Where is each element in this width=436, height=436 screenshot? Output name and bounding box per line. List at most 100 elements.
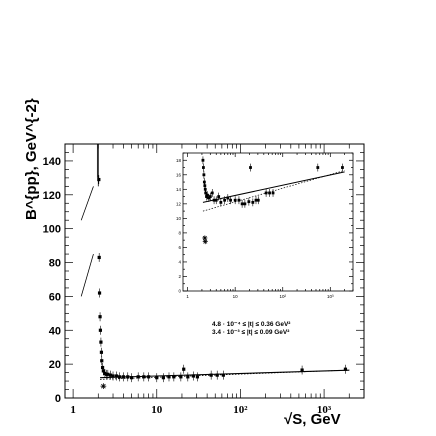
y-axis-title: B^{pp}, GeV^{-2} <box>23 98 40 220</box>
data-point <box>121 375 126 379</box>
y-tick-label: 80 <box>49 258 61 270</box>
y-tick-label: 16 <box>176 172 182 177</box>
y-tick-label: 10 <box>176 216 182 221</box>
legend-entry: 4.8 · 10⁻⁴ ≤ |t| ≤ 0.36 GeV² <box>212 321 291 328</box>
data-point <box>251 200 255 204</box>
x-tick-label: 10 <box>233 294 239 299</box>
data-point <box>195 375 200 379</box>
y-tick-label: 60 <box>49 291 61 303</box>
data-point <box>167 375 171 379</box>
data-point <box>247 200 251 204</box>
data-point <box>161 376 165 380</box>
data-point <box>204 191 208 195</box>
inset-x-axis: 1 10 10² 10³ <box>186 153 354 299</box>
data-point <box>268 191 271 195</box>
fit-line-dotted <box>202 170 345 212</box>
x-tick-label: 1 <box>70 404 76 416</box>
data-point <box>212 198 216 202</box>
x-tick-label: 10 <box>151 404 163 416</box>
y-tick-label: 8 <box>178 230 181 235</box>
x-tick-label: 10³ <box>317 404 332 416</box>
data-point <box>208 195 212 198</box>
data-point <box>221 373 225 377</box>
x-tick-label: 1 <box>186 294 189 299</box>
data-point <box>202 173 206 177</box>
data-point <box>210 191 214 195</box>
x-axis-title: √S, GeV <box>284 411 341 428</box>
data-point <box>111 374 115 378</box>
data-point <box>343 367 348 371</box>
legend-entry: 3.4 · 10⁻³ ≤ |t| ≤ 0.09 GeV² <box>212 329 290 336</box>
data-point <box>240 202 244 206</box>
y-tick-label: 40 <box>49 325 61 337</box>
inset-plot-border <box>182 152 354 292</box>
data-point <box>97 255 101 260</box>
data-point <box>114 374 119 378</box>
inset-y-axis: 0 2 4 6 8 10 12 14 16 18 <box>176 152 353 294</box>
data-point <box>100 359 104 363</box>
data-point <box>256 198 260 202</box>
data-point <box>147 375 151 379</box>
data-point <box>264 191 268 195</box>
main-x-axis: 1 10 10² 10³ <box>70 144 365 416</box>
data-point <box>118 375 122 379</box>
data-point <box>191 374 195 378</box>
data-point <box>186 375 190 379</box>
data-point <box>155 376 159 380</box>
asterisk-point <box>100 383 107 390</box>
data-point <box>217 195 221 198</box>
data-point <box>172 375 176 379</box>
data-point <box>129 376 134 380</box>
y-tick-label: 0 <box>178 289 181 294</box>
y-tick-label: 12 <box>176 201 182 206</box>
data-point <box>98 328 103 332</box>
data-point <box>179 375 183 379</box>
data-point <box>99 350 104 354</box>
inset-data-points <box>201 156 344 245</box>
data-point <box>226 196 230 200</box>
data-point <box>126 375 130 379</box>
data-point <box>205 195 208 198</box>
data-point <box>202 180 206 184</box>
data-point <box>101 369 105 373</box>
data-point <box>205 193 209 197</box>
data-point <box>209 373 213 377</box>
data-point <box>254 198 258 202</box>
data-point <box>203 184 207 188</box>
data-point <box>99 340 103 344</box>
data-point <box>215 373 219 377</box>
data-point <box>207 196 211 200</box>
y-tick-label: 14 <box>176 187 182 192</box>
fit-line-thin-solid <box>80 253 94 297</box>
data-point <box>243 202 247 206</box>
x-tick-label: 10² <box>233 404 248 416</box>
data-point <box>201 158 205 162</box>
data-point <box>202 166 205 169</box>
data-point <box>136 375 140 379</box>
y-tick-label: 18 <box>176 158 182 163</box>
data-point <box>203 187 207 191</box>
data-point <box>214 198 218 202</box>
data-point <box>100 365 105 370</box>
asterisk-stroke <box>202 235 207 241</box>
data-point <box>98 315 102 319</box>
data-point <box>97 291 102 295</box>
data-point <box>108 373 113 377</box>
fit-line-dotted <box>100 369 350 380</box>
data-point <box>142 375 146 379</box>
data-point <box>341 166 344 169</box>
data-point <box>233 198 237 202</box>
asterisk-point <box>202 239 208 245</box>
data-point <box>300 368 304 372</box>
fit-line-thin-solid <box>80 186 94 221</box>
data-point <box>229 198 232 202</box>
data-point <box>237 198 241 202</box>
y-tick-label: 4 <box>178 260 181 265</box>
data-point <box>223 198 227 202</box>
y-tick-label: 120 <box>43 190 61 202</box>
x-tick-label: 10³ <box>327 294 334 299</box>
y-tick-label: 6 <box>178 245 181 250</box>
data-point <box>97 177 101 182</box>
